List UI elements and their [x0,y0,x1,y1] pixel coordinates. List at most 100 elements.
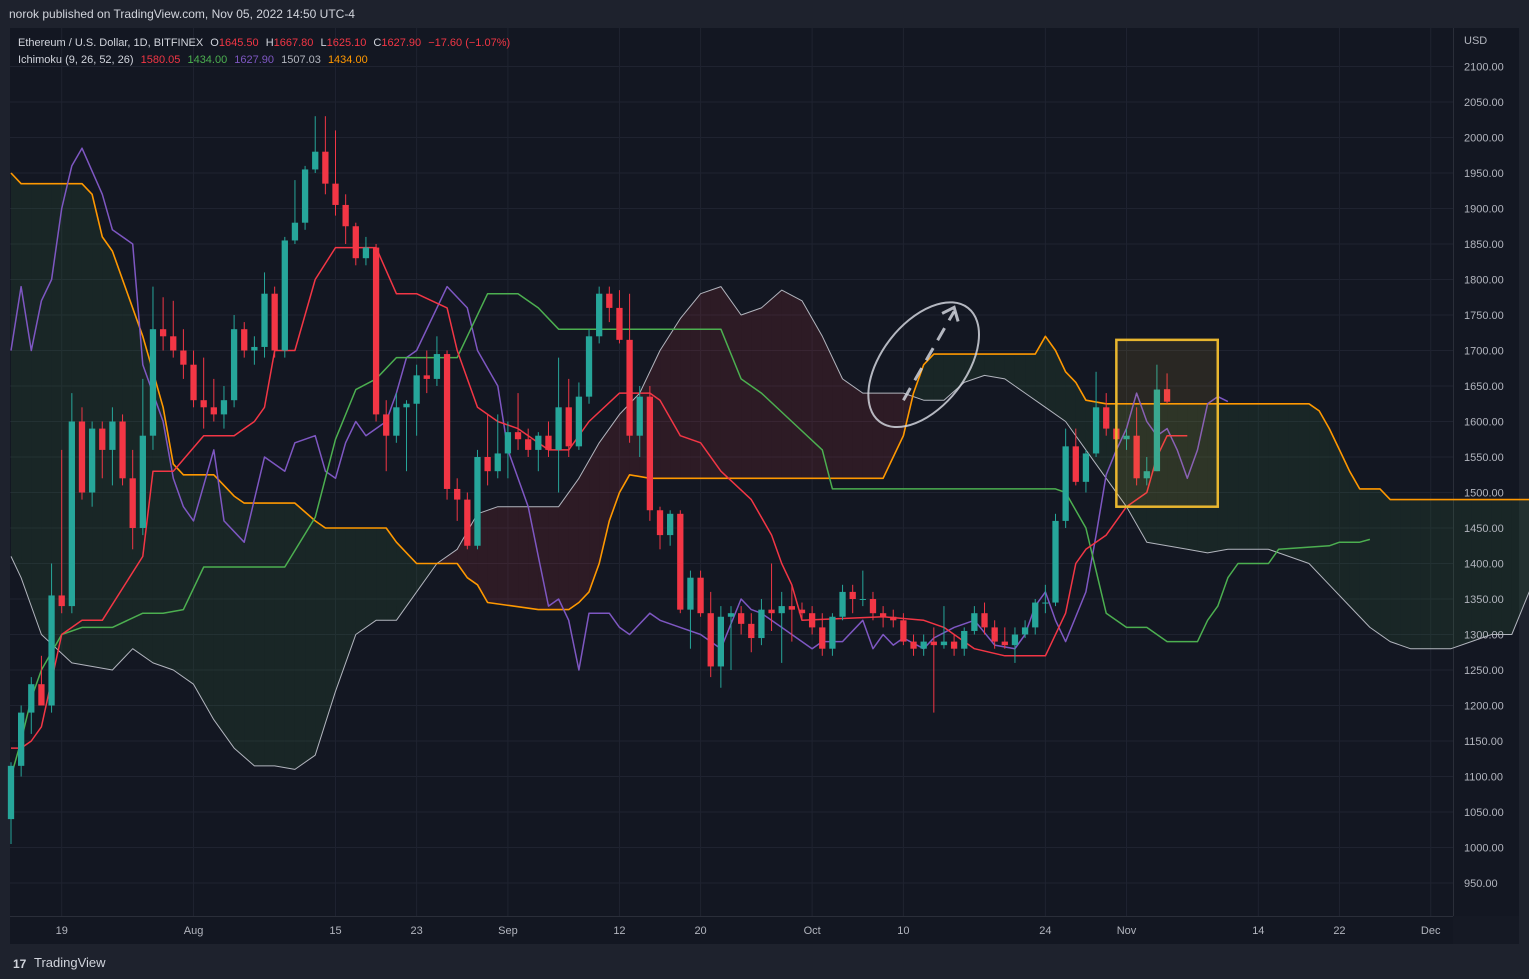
cloud-segment [355,528,366,635]
candle-body [210,407,217,415]
cloud-segment [1268,403,1279,553]
candle-body [58,595,65,607]
candle-body [78,421,86,493]
cloud-segment [21,183,32,607]
candle-body [545,435,552,450]
x-tick-label: 12 [613,925,625,937]
candle-body [393,407,400,436]
cloud-segment [122,279,133,660]
cloud-segment [173,464,184,678]
candle-body [281,240,288,351]
cloud-segment [234,496,245,757]
candle-body [626,339,633,436]
cloud-segment [183,474,194,685]
candle-body [819,627,826,649]
cloud-segment [1238,403,1249,550]
y-tick-label: 1050.00 [1464,807,1504,819]
candle-body [1062,446,1069,521]
candle-body [88,428,96,493]
cloud-segment [41,183,52,644]
cloud-segment [376,528,387,621]
cloud-segment [670,318,681,479]
chart-legend: Ethereum / U.S. Dollar, 1D, BITFINEX O16… [18,35,514,69]
close-label: C [373,37,382,49]
cloud-segment [1511,499,1522,635]
cloud-segment [264,503,275,766]
candle-body [900,620,907,642]
candle-body [525,439,532,450]
candle-body [17,712,25,766]
cloud-segment [1298,403,1310,564]
time-axis[interactable] [10,916,1453,945]
candle-body [494,453,501,472]
candle-body [251,346,258,351]
y-tick-label: 2000.00 [1464,133,1504,145]
x-tick-label: 24 [1039,925,1051,937]
cloud-segment [1075,382,1086,450]
chart-pane[interactable] [10,28,1453,916]
cloud-segment [690,293,701,479]
y-tick-label: 2050.00 [1464,97,1504,109]
x-tick-label: Dec [1421,925,1441,937]
y-tick-label: 1650.00 [1464,381,1504,393]
cloud-segment [416,563,427,592]
indicator-legend-row: Ichimoku (9, 26, 52, 26) 1580.05 1434.00… [18,52,514,69]
cloud-segment [1461,499,1472,646]
candle-body [565,407,572,447]
senkou-span-b-line [10,286,1529,770]
y-tick-label: 1750.00 [1464,310,1504,322]
candle-body [403,403,410,408]
y-tick-label: 1250.00 [1464,665,1504,677]
close-value: 1627.90 [381,37,422,49]
cloud-segment [396,542,407,621]
cloud-segment [507,506,519,607]
candle-body [707,613,714,667]
cloud-segment [771,290,782,479]
candle-body [464,499,471,546]
footer-bar: 17 TradingView [0,944,1529,979]
x-tick-label: 14 [1252,925,1264,937]
tenkan-value: 1580.05 [140,54,181,66]
candle-body [119,421,126,479]
candle-body [748,623,755,639]
cloud-segment [994,354,1005,379]
candle-body [332,183,339,205]
candle-body [910,641,917,649]
candle-body [291,222,299,241]
cloud-segment [660,334,671,479]
candle-body [312,151,319,170]
x-tick-label: 20 [694,925,706,937]
candle-body [504,432,512,454]
candle-body [362,247,370,259]
candle-body [697,577,704,614]
candle-body [606,293,613,308]
y-tick-label: 1100.00 [1464,772,1503,784]
low-value: 1625.10 [326,37,367,49]
cloud-segment [589,442,600,592]
candle-body [971,613,978,631]
y-tick-label: 1300.00 [1464,630,1504,642]
price-axis[interactable] [1453,28,1520,916]
arrow-head-icon [941,305,960,322]
cloud-segment [1339,449,1350,607]
cloud-segment [1451,499,1462,649]
candle-body [383,414,390,436]
cloud-segment [1065,371,1076,436]
cloud-segment [1329,428,1340,596]
candle-body [230,329,238,401]
cloud-segment [832,357,843,479]
cloud-segment [315,520,326,756]
cloud-segment [1400,499,1411,649]
candle-body [717,616,725,667]
candle-body [454,488,461,500]
candle-body [484,457,491,472]
candle-body [261,293,268,347]
right-margin [1519,28,1529,944]
cloud-segment [751,307,762,479]
cloud-segment [1167,403,1178,548]
candle-body [961,630,968,649]
candle-body [433,354,441,379]
cloud-segment [852,386,863,479]
annotations [867,301,1220,508]
